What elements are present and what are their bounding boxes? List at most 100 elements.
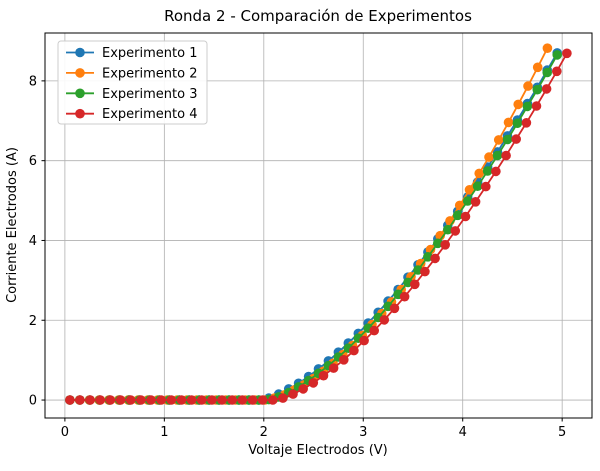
y-tick-label: 0 [29, 394, 37, 409]
legend-swatch-marker [75, 108, 85, 119]
axis-ticks: 0 1 2 3 4 5 0 2 4 6 8 [29, 74, 567, 440]
data-point [359, 335, 369, 346]
data-point [513, 99, 523, 110]
data-point [339, 355, 349, 365]
data-point [176, 395, 187, 405]
data-point [95, 395, 106, 405]
data-point [474, 168, 485, 179]
y-tick-label: 4 [29, 234, 37, 249]
data-point [532, 84, 543, 95]
data-point [542, 43, 553, 53]
data-point [166, 395, 177, 405]
data-point [470, 197, 481, 207]
data-point [440, 240, 451, 250]
data-point [523, 81, 533, 91]
data-point [237, 395, 248, 405]
data-point [328, 363, 339, 373]
data-point [146, 395, 156, 405]
data-point [460, 211, 471, 222]
x-axis-label: Voltaje Electrodos (V) [248, 443, 387, 458]
data-point [491, 166, 501, 177]
legend-swatch-marker [75, 88, 85, 99]
legend-swatch-marker [75, 68, 85, 78]
data-point [511, 134, 521, 144]
data-point [410, 279, 420, 290]
data-point [227, 395, 237, 405]
data-point [532, 62, 543, 73]
data-point [484, 152, 494, 162]
data-point [423, 251, 433, 262]
legend-label-4: Experimento 4 [102, 107, 197, 122]
data-point [298, 384, 309, 394]
data-point [425, 244, 436, 255]
legend-box [57, 40, 208, 125]
data-point [136, 395, 146, 405]
data-point [452, 210, 463, 221]
y-axis-label: Corriente Electrodos (A) [5, 147, 20, 303]
data-point [247, 395, 258, 405]
data-point [433, 238, 443, 249]
data-point [552, 50, 562, 60]
data-point [481, 181, 491, 192]
data-point [420, 266, 430, 277]
data-point [278, 393, 288, 403]
x-tick-label: 1 [160, 425, 168, 440]
data-point [389, 303, 400, 314]
data-point [450, 226, 461, 236]
x-tick-label: 4 [459, 425, 467, 440]
x-tick-label: 2 [260, 425, 268, 440]
data-point [522, 101, 533, 112]
data-point [552, 66, 562, 77]
data-point [115, 395, 126, 405]
data-point [521, 118, 532, 128]
data-point [399, 291, 410, 302]
data-point [502, 134, 513, 145]
y-tick-label: 8 [29, 74, 37, 89]
data-point [542, 67, 552, 78]
data-point [207, 395, 217, 405]
data-point [462, 196, 473, 206]
legend-swatch-marker [75, 47, 85, 58]
legend-label-1: Experimento 1 [102, 46, 197, 61]
data-point [541, 84, 552, 94]
data-point [268, 395, 278, 405]
data-point [85, 395, 95, 405]
data-point [156, 395, 166, 405]
x-tick-label: 3 [359, 425, 367, 440]
data-point [125, 395, 136, 405]
legend: Experimento 1 Experimento 2 Experimento 3 E… [57, 40, 208, 125]
data-point [196, 395, 207, 405]
data-point [65, 395, 75, 405]
data-point [464, 185, 475, 195]
y-tick-label: 6 [29, 154, 37, 169]
x-tick-label: 5 [558, 425, 566, 440]
data-point [430, 253, 440, 264]
legend-label-2: Experimento 2 [102, 66, 197, 81]
data-point [493, 135, 504, 145]
data-point [217, 395, 227, 405]
x-tick-label: 0 [61, 425, 69, 440]
data-series [65, 43, 572, 405]
data-point [503, 117, 514, 128]
data-point [492, 150, 503, 161]
data-point [443, 224, 453, 235]
data-point [186, 395, 197, 405]
chart-title: Ronda 2 - Comparación de Experimentos [164, 7, 472, 25]
legend-label-3: Experimento 3 [102, 87, 197, 102]
data-point [75, 395, 85, 405]
plot-frame [44, 32, 593, 419]
y-tick-label: 2 [29, 314, 37, 329]
data-point [105, 395, 116, 405]
data-point [288, 389, 298, 399]
data-point [501, 150, 511, 161]
data-point [562, 48, 572, 59]
data-point [308, 378, 319, 388]
data-point [482, 166, 493, 176]
data-point [257, 395, 268, 405]
axes-frame [44, 32, 593, 419]
data-point [349, 345, 359, 356]
data-point [369, 325, 380, 336]
data-point [472, 181, 483, 191]
